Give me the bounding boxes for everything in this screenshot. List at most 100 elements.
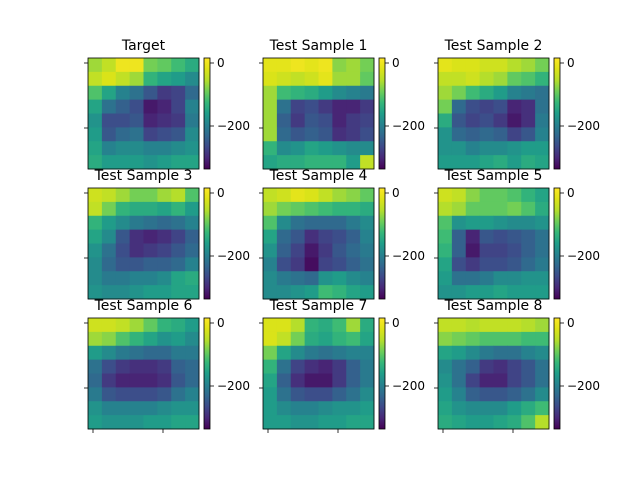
- colorbar: [203, 317, 211, 430]
- heatmap-cell: [535, 359, 550, 374]
- panel-3: Test Sample 2 0 −200: [434, 38, 600, 170]
- heatmap-cell: [507, 285, 522, 300]
- heatmap-cell: [171, 401, 186, 416]
- heatmap-cell: [346, 257, 361, 272]
- heatmap-cell: [535, 415, 550, 430]
- heatmap-cell: [438, 113, 453, 128]
- heatmap-cell: [493, 331, 508, 347]
- heatmap-cell: [451, 243, 467, 258]
- heatmap-cell: [346, 155, 361, 170]
- heatmap-cell: [171, 359, 186, 374]
- heatmap-cell: [318, 401, 333, 416]
- heatmap-cell: [493, 155, 508, 170]
- heatmap-cell: [360, 345, 375, 361]
- heatmap-cell: [143, 257, 158, 272]
- heatmap-cell: [438, 141, 453, 156]
- heatmap-cell: [143, 229, 158, 244]
- heatmap-cell: [157, 215, 172, 231]
- heatmap-cell: [318, 99, 333, 114]
- heatmap-cell: [465, 113, 481, 128]
- heatmap-cell: [157, 373, 172, 388]
- heatmap-cell: [346, 201, 361, 217]
- heatmap-cell: [263, 359, 278, 374]
- heatmap-cell: [438, 415, 453, 430]
- heatmap-cell: [451, 215, 467, 231]
- heatmap-cell: [143, 415, 158, 430]
- heatmap-cell: [171, 201, 186, 217]
- heatmap-cell: [88, 229, 103, 244]
- heatmap-cell: [88, 271, 103, 286]
- heatmap-cell: [479, 85, 494, 101]
- heatmap-cell: [115, 331, 131, 347]
- heatmap-cell: [507, 71, 522, 87]
- heatmap-cell: [318, 229, 333, 244]
- heatmap-cell: [185, 271, 200, 286]
- heatmap-cell: [101, 155, 117, 170]
- heatmap-cell: [129, 318, 144, 333]
- heatmap-cell: [304, 201, 319, 217]
- heatmap-cell: [88, 318, 103, 333]
- heatmap-cell: [332, 257, 347, 272]
- heatmap-cell: [115, 155, 131, 170]
- heatmap-cell: [451, 141, 467, 156]
- heatmap-cell: [143, 58, 158, 73]
- heatmap-cell: [88, 373, 103, 388]
- heatmap-cell: [129, 271, 144, 286]
- heatmap-cell: [143, 188, 158, 203]
- colorbar-tick-label: −200: [217, 249, 250, 263]
- heatmap-cell: [438, 229, 453, 244]
- heatmap-cell: [479, 113, 494, 128]
- heatmap-cell: [451, 401, 467, 416]
- heatmap-cell: [507, 155, 522, 170]
- heatmap-cell: [438, 318, 453, 333]
- heatmap-cell: [535, 127, 550, 142]
- heatmap-cell: [171, 113, 186, 128]
- heatmap-cell: [493, 201, 508, 217]
- heatmap-cell: [143, 373, 158, 388]
- colorbar-tick-label: −200: [392, 249, 425, 263]
- heatmap-cell: [185, 345, 200, 361]
- heatmap-cell: [143, 243, 158, 258]
- heatmap-cell: [171, 85, 186, 101]
- heatmap-cell: [185, 229, 200, 244]
- heatmap-cell: [88, 387, 103, 402]
- panel-2: Test Sample 1 0 −200: [259, 38, 425, 170]
- heatmap-cell: [332, 271, 347, 286]
- heatmap-cell: [332, 415, 347, 430]
- heatmap-cell: [438, 71, 453, 87]
- heatmap-cell: [171, 99, 186, 114]
- heatmap-cell: [346, 345, 361, 361]
- heatmap-cell: [185, 387, 200, 402]
- heatmap-cell: [360, 415, 375, 430]
- heatmap-cell: [346, 271, 361, 286]
- heatmap-cell: [101, 215, 117, 231]
- heatmap-cell: [115, 141, 131, 156]
- heatmap-cell: [304, 387, 319, 402]
- heatmap-cell: [479, 387, 494, 402]
- heatmap-cell: [115, 271, 131, 286]
- heatmap-cell: [290, 155, 306, 170]
- heatmap-cell: [535, 188, 550, 203]
- panel-title: Test Sample 6: [94, 298, 193, 314]
- heatmap-cell: [143, 85, 158, 101]
- heatmap-cell: [276, 359, 292, 374]
- heatmap-cell: [171, 71, 186, 87]
- heatmap-cell: [451, 113, 467, 128]
- heatmap-cell: [171, 318, 186, 333]
- heatmap-cell: [521, 113, 536, 128]
- heatmap-cell: [115, 85, 131, 101]
- panel-title: Test Sample 4: [269, 168, 368, 184]
- heatmap-cell: [129, 257, 144, 272]
- heatmap-cell: [304, 215, 319, 231]
- heatmap-cell: [479, 99, 494, 114]
- heatmap-cell: [346, 318, 361, 333]
- heatmap-cell: [263, 141, 278, 156]
- heatmap-cell: [507, 229, 522, 244]
- heatmap-cell: [276, 127, 292, 142]
- heatmap-cell: [318, 188, 333, 203]
- heatmap-cell: [535, 243, 550, 258]
- heatmap-cell: [143, 71, 158, 87]
- heatmap-cell: [465, 229, 481, 244]
- heatmap-cell: [157, 141, 172, 156]
